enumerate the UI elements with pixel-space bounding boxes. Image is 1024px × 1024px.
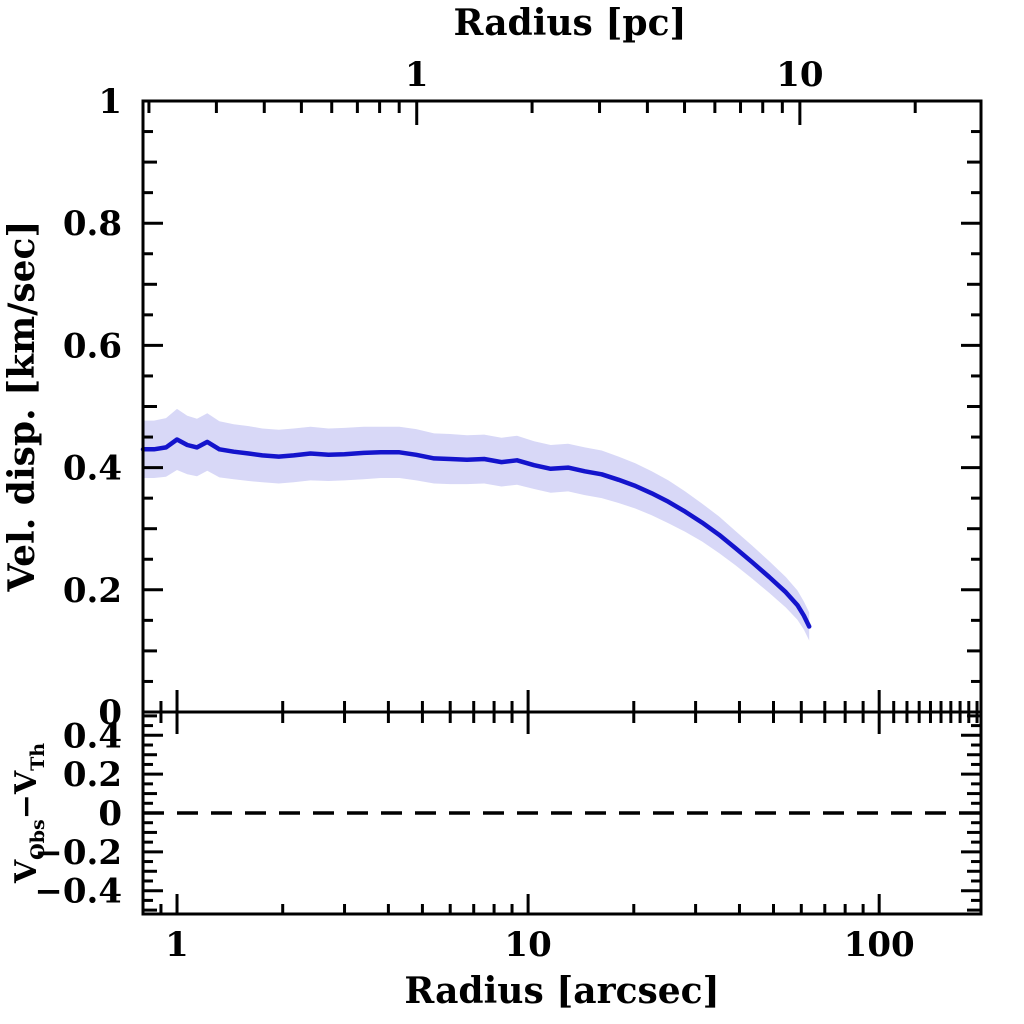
panel1-y-tick-label: 1 [98, 82, 122, 122]
panel1-y-tick-label: 0.6 [63, 326, 122, 366]
panel1-y-tick-label: 0.2 [63, 571, 122, 611]
panel2-y-tick-label: 0.2 [63, 755, 122, 795]
panel2-y-tick-label: −0.4 [34, 872, 122, 912]
panel1-y-tick-label: 0 [98, 693, 122, 733]
panel2-y-axis-title: VObs−VTh [9, 743, 49, 884]
top-axis-title: Radius [pc] [453, 2, 686, 44]
panel1-y-axis-title: Vel. disp. [km/sec] [1, 221, 43, 593]
panel2-y-tick-label: 0.4 [63, 716, 122, 756]
bottom-axis-title: Radius [arcsec] [404, 970, 719, 1012]
bottom-axis-tick-label: 10 [504, 925, 551, 965]
panel2-y-tick-label: 0 [98, 794, 122, 834]
top-axis-tick-label: 10 [776, 55, 823, 95]
panel1-y-tick-label: 0.8 [63, 204, 122, 244]
panel2-y-tick-label: −0.2 [34, 833, 122, 873]
top-axis-tick-label: 1 [405, 55, 429, 95]
bottom-axis-tick-label: 1 [165, 925, 189, 965]
panel1-y-tick-label: 0.4 [63, 449, 122, 489]
dispersion-curve [140, 437, 812, 629]
bottom-axis-tick-label: 100 [844, 925, 915, 965]
confidence-band [143, 408, 810, 641]
